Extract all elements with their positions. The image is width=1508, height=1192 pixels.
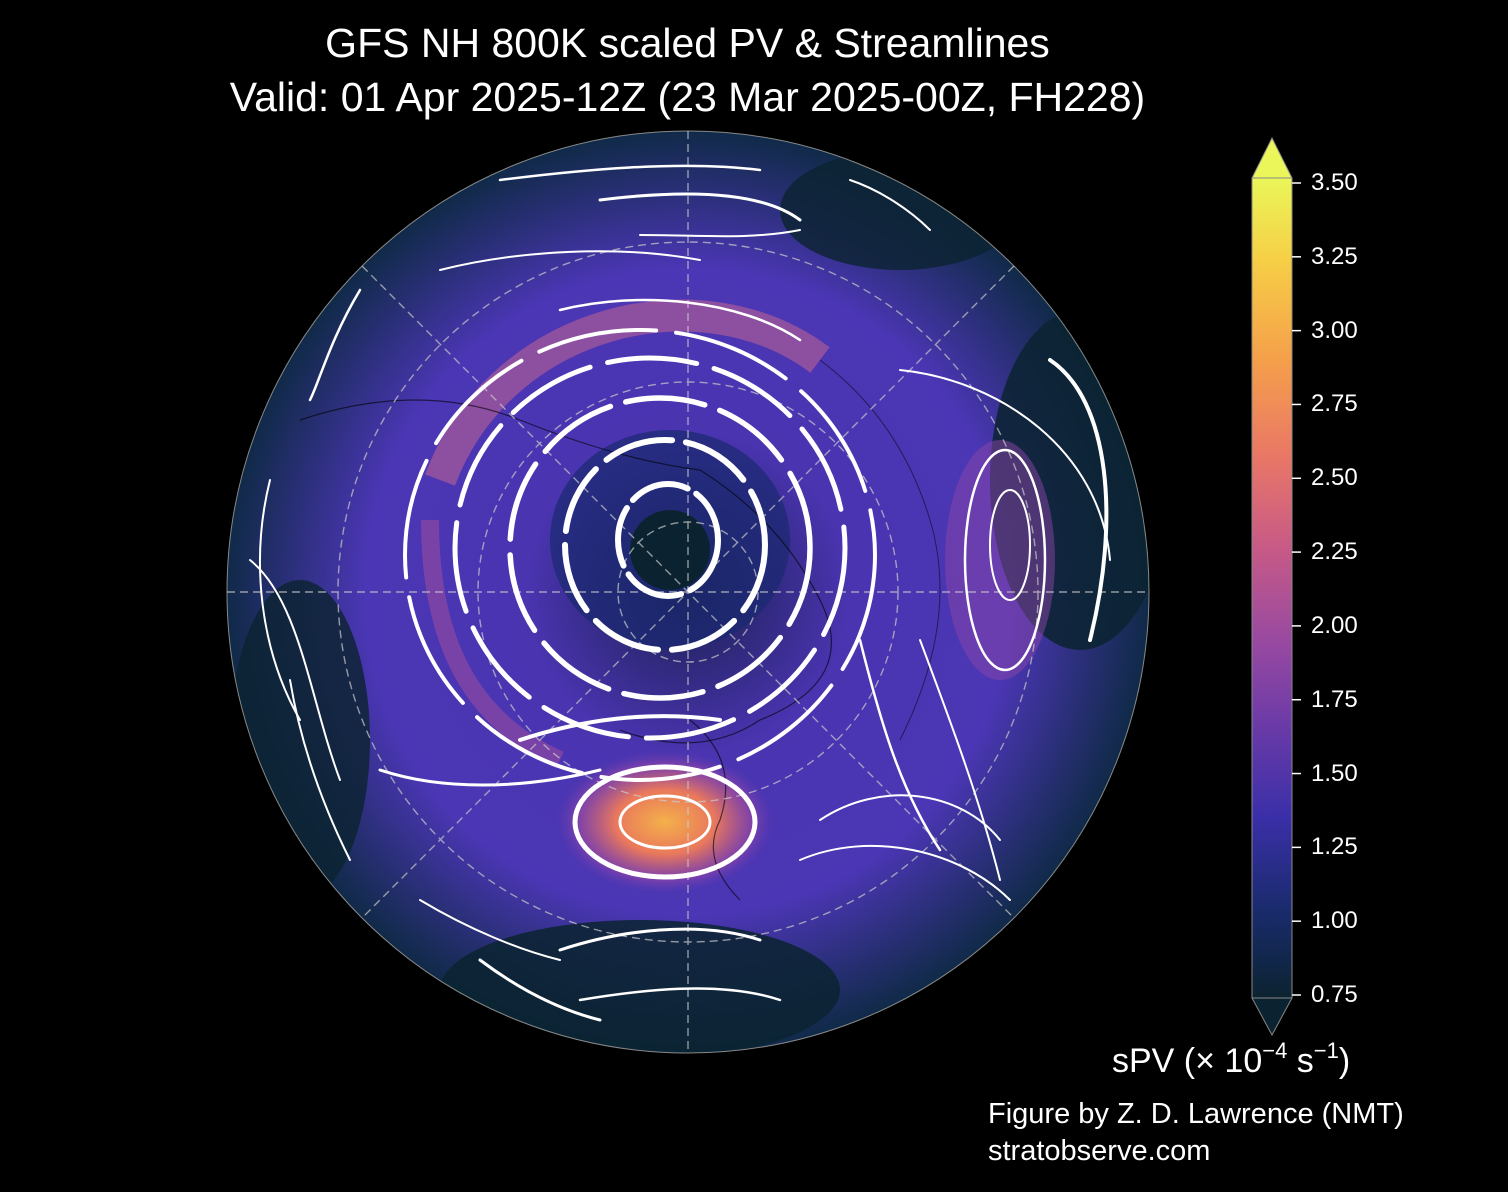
figure-credit: Figure by Z. D. Lawrence (NMT) xyxy=(988,1098,1404,1130)
streamlines xyxy=(249,164,1111,1022)
colorbar-tick-label: 3.25 xyxy=(1311,242,1358,270)
colorbar-tick-label: 1.75 xyxy=(1311,685,1358,713)
map-disc xyxy=(226,130,1150,1054)
colorbar-tick-label: 1.50 xyxy=(1311,759,1358,787)
map-title-line1: GFS NH 800K scaled PV & Streamlines xyxy=(325,20,1050,66)
website-credit: stratobserve.com xyxy=(988,1135,1211,1167)
colorbar-tick-label: 3.50 xyxy=(1311,169,1358,196)
colorbar-tick-label: 2.25 xyxy=(1311,538,1358,566)
colorbar-label: sPV (× 10−4 s−1) xyxy=(1112,1038,1351,1080)
colorbar-tick-label: 1.25 xyxy=(1311,833,1358,861)
colorbar xyxy=(1251,136,1301,1037)
colorbar-tick-label: 2.75 xyxy=(1311,390,1358,418)
colorbar-tick-label: 2.00 xyxy=(1311,611,1358,639)
colorbar-tick-label: 2.50 xyxy=(1311,464,1358,492)
colorbar-tick-label: 0.75 xyxy=(1311,981,1358,1008)
colorbar-tick-label: 3.00 xyxy=(1311,316,1358,344)
map-title-line2: Valid: 01 Apr 2025-12Z (23 Mar 2025-00Z,… xyxy=(229,74,1146,120)
colorbar-tick-label: 1.00 xyxy=(1311,907,1358,935)
